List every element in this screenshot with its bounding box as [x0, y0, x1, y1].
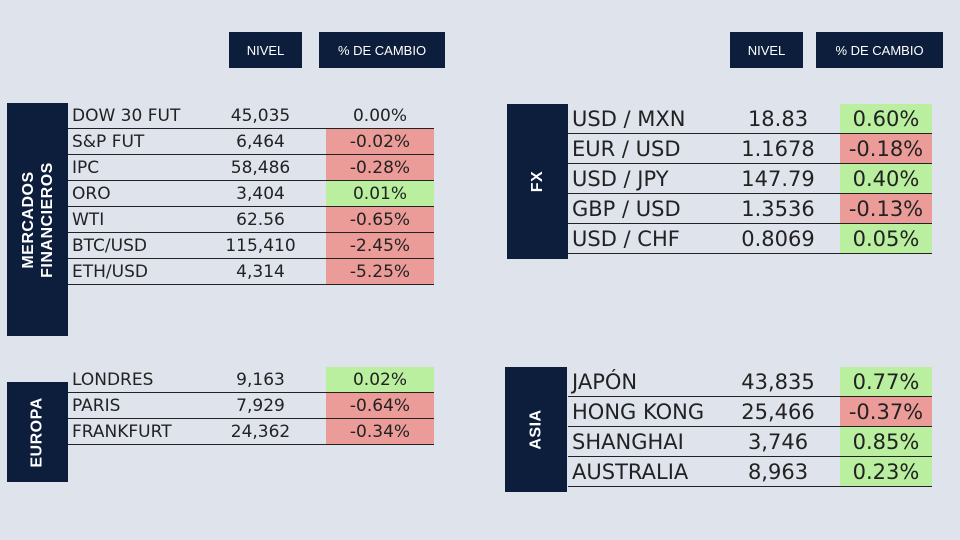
table-row: AUSTRALIA 8,963 0.23% [568, 457, 932, 487]
mercados-table: DOW 30 FUT 45,035 0.00% S&P FUT 6,464 -0.02% I… [68, 103, 434, 285]
europa-table: LONDRES 9,163 0.02% PARIS 7,929 -0.64% FRANKFU… [68, 367, 434, 445]
change-value: -0.13% [840, 194, 932, 223]
level-value: 25,466 [741, 399, 815, 424]
instrument-name: USD / JPY [572, 166, 669, 191]
change-value: -5.25% [326, 259, 434, 284]
table-row: GBP / USD 1.3536 -0.13% [568, 194, 932, 224]
change-value: 0.85% [840, 427, 932, 456]
change-value: 0.01% [326, 181, 434, 206]
asia-label: ASIA [505, 367, 567, 492]
change-value: 0.60% [840, 104, 932, 133]
table-row: SHANGHAI 3,746 0.85% [568, 427, 932, 457]
table-row: LONDRES 9,163 0.02% [68, 367, 434, 393]
change-value: 0.23% [840, 457, 932, 486]
change-value: 0.77% [840, 367, 932, 396]
change-value: 0.02% [326, 367, 434, 392]
level-value: 24,362 [230, 421, 291, 442]
level-value: 62.56 [236, 209, 285, 230]
table-row: USD / MXN 18.83 0.60% [568, 104, 932, 134]
instrument-name: HONG KONG [572, 399, 705, 424]
header-level-right: NIVEL [730, 32, 803, 68]
asia-label-text: ASIA [527, 409, 545, 450]
change-value: -0.02% [326, 129, 434, 154]
level-value: 3,746 [747, 429, 809, 454]
europa-label-text: EUROPA [29, 396, 47, 468]
europa-label: EUROPA [7, 382, 68, 482]
instrument-name: USD / MXN [572, 106, 686, 131]
level-value: 58,486 [230, 157, 291, 178]
level-value: 6,464 [236, 131, 285, 152]
table-row: ORO 3,404 0.01% [68, 181, 434, 207]
table-row: PARIS 7,929 -0.64% [68, 393, 434, 419]
fx-label: FX [507, 104, 568, 259]
instrument-name: S&P FUT [72, 131, 145, 152]
instrument-name: USD / CHF [572, 226, 680, 251]
table-row: WTI 62.56 -0.65% [68, 207, 434, 233]
instrument-name: SHANGHAI [572, 429, 684, 454]
instrument-name: EUR / USD [572, 136, 681, 161]
table-row: HONG KONG 25,466 -0.37% [568, 397, 932, 427]
level-value: 8,963 [747, 459, 809, 484]
level-value: 18.83 [747, 106, 809, 131]
table-row: EUR / USD 1.1678 -0.18% [568, 134, 932, 164]
instrument-name: PARIS [72, 395, 121, 416]
level-value: 115,410 [225, 235, 296, 256]
header-level-left: NIVEL [229, 32, 302, 68]
fx-label-text: FX [528, 170, 546, 193]
change-value: -0.28% [326, 155, 434, 180]
instrument-name: IPC [72, 157, 100, 178]
mercados-label-line2: FINANCIEROS [38, 161, 56, 278]
table-row: FRANKFURT 24,362 -0.34% [68, 419, 434, 445]
change-value: -2.45% [326, 233, 434, 258]
instrument-name: JAPÓN [572, 369, 638, 394]
table-row: JAPÓN 43,835 0.77% [568, 367, 932, 397]
header-change-left: % DE CAMBIO [319, 32, 445, 68]
instrument-name: BTC/USD [72, 235, 147, 256]
level-value: 7,929 [236, 395, 285, 416]
table-row: DOW 30 FUT 45,035 0.00% [68, 103, 434, 129]
change-value: -0.64% [326, 393, 434, 418]
fx-table: USD / MXN 18.83 0.60% EUR / USD 1.1678 -0.18%… [568, 104, 932, 254]
change-value: -0.34% [326, 419, 434, 444]
table-row: BTC/USD 115,410 -2.45% [68, 233, 434, 259]
mercados-label-line1: MERCADOS [19, 170, 37, 269]
instrument-name: LONDRES [72, 369, 154, 390]
level-value: 0.8069 [741, 226, 815, 251]
table-row: S&P FUT 6,464 -0.02% [68, 129, 434, 155]
instrument-name: DOW 30 FUT [72, 105, 181, 126]
instrument-name: GBP / USD [572, 196, 681, 221]
mercados-financieros-label: MERCADOS FINANCIEROS [7, 103, 68, 336]
level-value: 3,404 [236, 183, 285, 204]
instrument-name: FRANKFURT [72, 421, 172, 442]
header-change-right: % DE CAMBIO [816, 32, 943, 68]
change-value: -0.37% [840, 397, 932, 426]
change-value: -0.18% [840, 134, 932, 163]
instrument-name: WTI [72, 209, 105, 230]
table-row: IPC 58,486 -0.28% [68, 155, 434, 181]
instrument-name: AUSTRALIA [572, 459, 689, 484]
level-value: 1.3536 [741, 196, 815, 221]
level-value: 9,163 [236, 369, 285, 390]
table-row: ETH/USD 4,314 -5.25% [68, 259, 434, 285]
change-value: 0.40% [840, 164, 932, 193]
level-value: 1.1678 [741, 136, 815, 161]
table-row: USD / CHF 0.8069 0.05% [568, 224, 932, 254]
level-value: 45,035 [230, 105, 291, 126]
asia-table: JAPÓN 43,835 0.77% HONG KONG 25,466 -0.37% SHA… [568, 367, 932, 487]
level-value: 43,835 [741, 369, 815, 394]
change-value: 0.05% [840, 224, 932, 253]
level-value: 147.79 [741, 166, 815, 191]
level-value: 4,314 [236, 261, 285, 282]
instrument-name: ETH/USD [72, 261, 148, 282]
change-value: -0.65% [326, 207, 434, 232]
table-row: USD / JPY 147.79 0.40% [568, 164, 932, 194]
instrument-name: ORO [72, 183, 111, 204]
change-value: 0.00% [352, 105, 407, 126]
